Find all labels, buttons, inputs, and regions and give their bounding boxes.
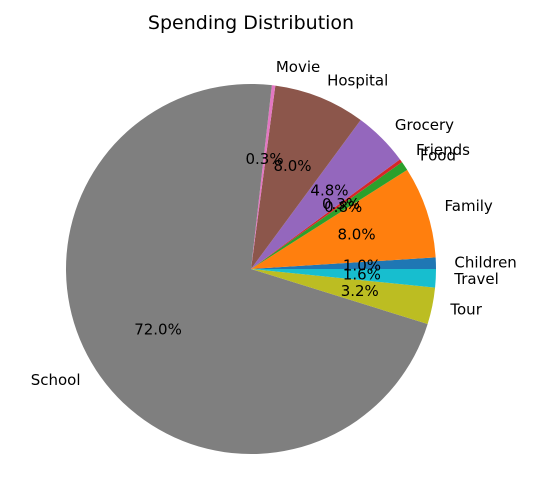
pie-slice-family bbox=[251, 169, 436, 269]
slice-label-children: Children bbox=[454, 254, 516, 272]
pct-label-tour: 3.2% bbox=[341, 282, 379, 300]
pct-label-friends: 0.3% bbox=[322, 195, 360, 213]
slices-layer bbox=[65, 83, 436, 454]
pie-slice-food bbox=[251, 162, 408, 269]
slice-label-family: Family bbox=[445, 197, 493, 215]
slice-label-movie: Movie bbox=[276, 58, 320, 76]
pct-label-children: 1.0% bbox=[343, 257, 381, 275]
pct-label-family: 8.0% bbox=[338, 226, 376, 244]
pie-slice-friends bbox=[251, 159, 403, 269]
slice-label-grocery: Grocery bbox=[395, 116, 454, 134]
pie-slice-children bbox=[251, 257, 436, 269]
pie-slice-hospital bbox=[251, 85, 361, 269]
pct-label-hospital: 8.0% bbox=[273, 157, 311, 175]
labels-layer: Children 1.0% Family 8.0% Food 0.8% Friends 0.3… bbox=[31, 58, 517, 389]
pct-label-food: 0.8% bbox=[324, 198, 362, 216]
slice-label-tour: Tour bbox=[449, 301, 482, 319]
slice-label-food: Food bbox=[420, 147, 456, 165]
slice-label-travel: Travel bbox=[453, 270, 499, 288]
pct-label-travel: 1.6% bbox=[343, 266, 381, 284]
pie-slice-movie bbox=[251, 85, 276, 270]
pct-label-grocery: 4.8% bbox=[310, 182, 348, 200]
slice-label-hospital: Hospital bbox=[327, 71, 388, 89]
slice-label-friends: Friends bbox=[416, 141, 470, 159]
pct-label-movie: 0.3% bbox=[246, 150, 284, 168]
pie-slice-tour bbox=[251, 269, 436, 324]
pct-label-school: 72.0% bbox=[134, 321, 182, 339]
chart-title: Spending Distribution bbox=[148, 12, 354, 34]
pie-slice-grocery bbox=[251, 120, 400, 270]
slice-label-school: School bbox=[31, 371, 81, 389]
pie-slice-school bbox=[65, 83, 428, 454]
pie-slice-travel bbox=[251, 269, 436, 288]
